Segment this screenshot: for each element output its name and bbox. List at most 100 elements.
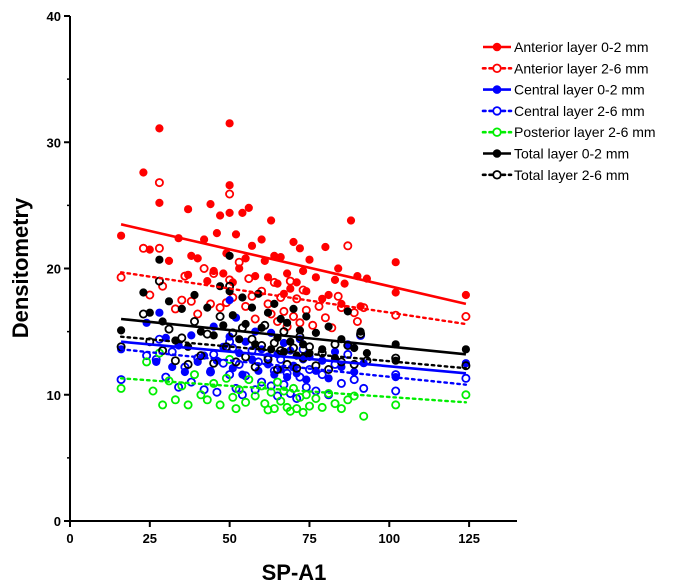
data-point (270, 299, 279, 308)
data-point (225, 296, 234, 305)
data-point (235, 335, 244, 344)
data-point (391, 288, 400, 297)
data-point (244, 375, 254, 385)
data-point (461, 290, 470, 300)
legend-marker (492, 149, 502, 158)
data-point (170, 356, 180, 366)
data-point (183, 400, 193, 410)
y-tick-label: 20 (47, 262, 61, 277)
data-point (288, 383, 298, 393)
data-point (238, 208, 247, 217)
y-axis-title: Densitometry (8, 197, 33, 338)
legend-marker (492, 63, 502, 73)
data-point (333, 291, 343, 301)
data-point (269, 404, 279, 414)
data-point (219, 269, 228, 278)
legend: Anterior layer 0-2 mm Anterior layer 2-6 … (481, 39, 656, 183)
data-point (324, 290, 333, 300)
data-point (209, 349, 219, 359)
data-point (330, 275, 340, 284)
legend-marker (492, 85, 502, 94)
data-point (193, 254, 202, 263)
legend-marker (492, 170, 502, 180)
x-tick-label: 25 (143, 531, 157, 546)
data-point (359, 411, 369, 421)
data-point (116, 383, 126, 393)
data-point (298, 407, 308, 417)
data-point (288, 311, 298, 321)
legend-marker (492, 127, 502, 137)
data-point (317, 370, 327, 380)
data-point (231, 404, 241, 414)
legend-label: Anterior layer 0-2 mm (514, 39, 649, 55)
y-tick-label: 30 (47, 135, 61, 150)
data-point (269, 277, 279, 287)
data-point (285, 276, 295, 286)
legend-label: Central layer 0-2 mm (514, 82, 645, 98)
data-point (267, 216, 276, 225)
data-point (244, 274, 254, 284)
trend-line (119, 377, 468, 404)
data-point (321, 242, 330, 252)
legend-item: Central layer 0-2 mm (483, 82, 645, 98)
data-point (225, 119, 234, 128)
trend-line (119, 271, 468, 326)
legend-marker (492, 106, 502, 116)
data-point (148, 386, 158, 396)
x-tick-label: 75 (302, 531, 316, 546)
trend-line (120, 317, 467, 356)
data-point (116, 272, 126, 282)
data-point (219, 321, 228, 330)
data-point (257, 381, 267, 391)
data-point (177, 304, 186, 313)
data-point (349, 391, 359, 401)
data-point (343, 395, 353, 405)
data-point (334, 264, 343, 273)
data-point (317, 402, 327, 412)
data-point (324, 322, 333, 331)
data-point (279, 327, 289, 337)
data-point (276, 396, 286, 406)
x-tick-label: 100 (378, 531, 400, 546)
data-point (304, 342, 314, 352)
data-point (155, 255, 164, 264)
data-point (117, 326, 126, 335)
legend-item: Central layer 2-6 mm (481, 103, 645, 119)
data-point (225, 189, 235, 199)
data-point (155, 198, 164, 207)
data-point (304, 401, 314, 411)
data-point (283, 318, 292, 327)
data-point (272, 377, 282, 387)
data-point (286, 284, 295, 293)
data-point (225, 281, 235, 291)
data-point (247, 241, 257, 250)
data-point (142, 357, 152, 367)
y-tick-label: 10 (47, 388, 61, 403)
data-point (170, 395, 180, 405)
data-point (272, 364, 282, 374)
data-point (215, 303, 225, 313)
data-point (283, 269, 292, 278)
data-point (295, 372, 305, 382)
data-point (154, 243, 164, 253)
data-point (209, 358, 219, 368)
data-point (279, 386, 289, 396)
data-point (202, 329, 212, 339)
data-point (461, 345, 470, 354)
data-point (302, 312, 311, 321)
data-point (288, 343, 298, 353)
data-point (352, 316, 362, 326)
data-point (234, 257, 244, 267)
data-point (257, 377, 267, 387)
data-point (298, 285, 308, 295)
data-point (359, 383, 369, 393)
data-point (238, 293, 247, 302)
y-tick-label: 40 (47, 9, 61, 24)
data-point (180, 271, 190, 281)
data-point (138, 243, 148, 253)
data-point (116, 375, 126, 385)
legend-item: Total layer 0-2 mm (483, 146, 629, 162)
data-point (314, 301, 324, 311)
data-point (391, 400, 401, 410)
data-point (215, 311, 225, 321)
